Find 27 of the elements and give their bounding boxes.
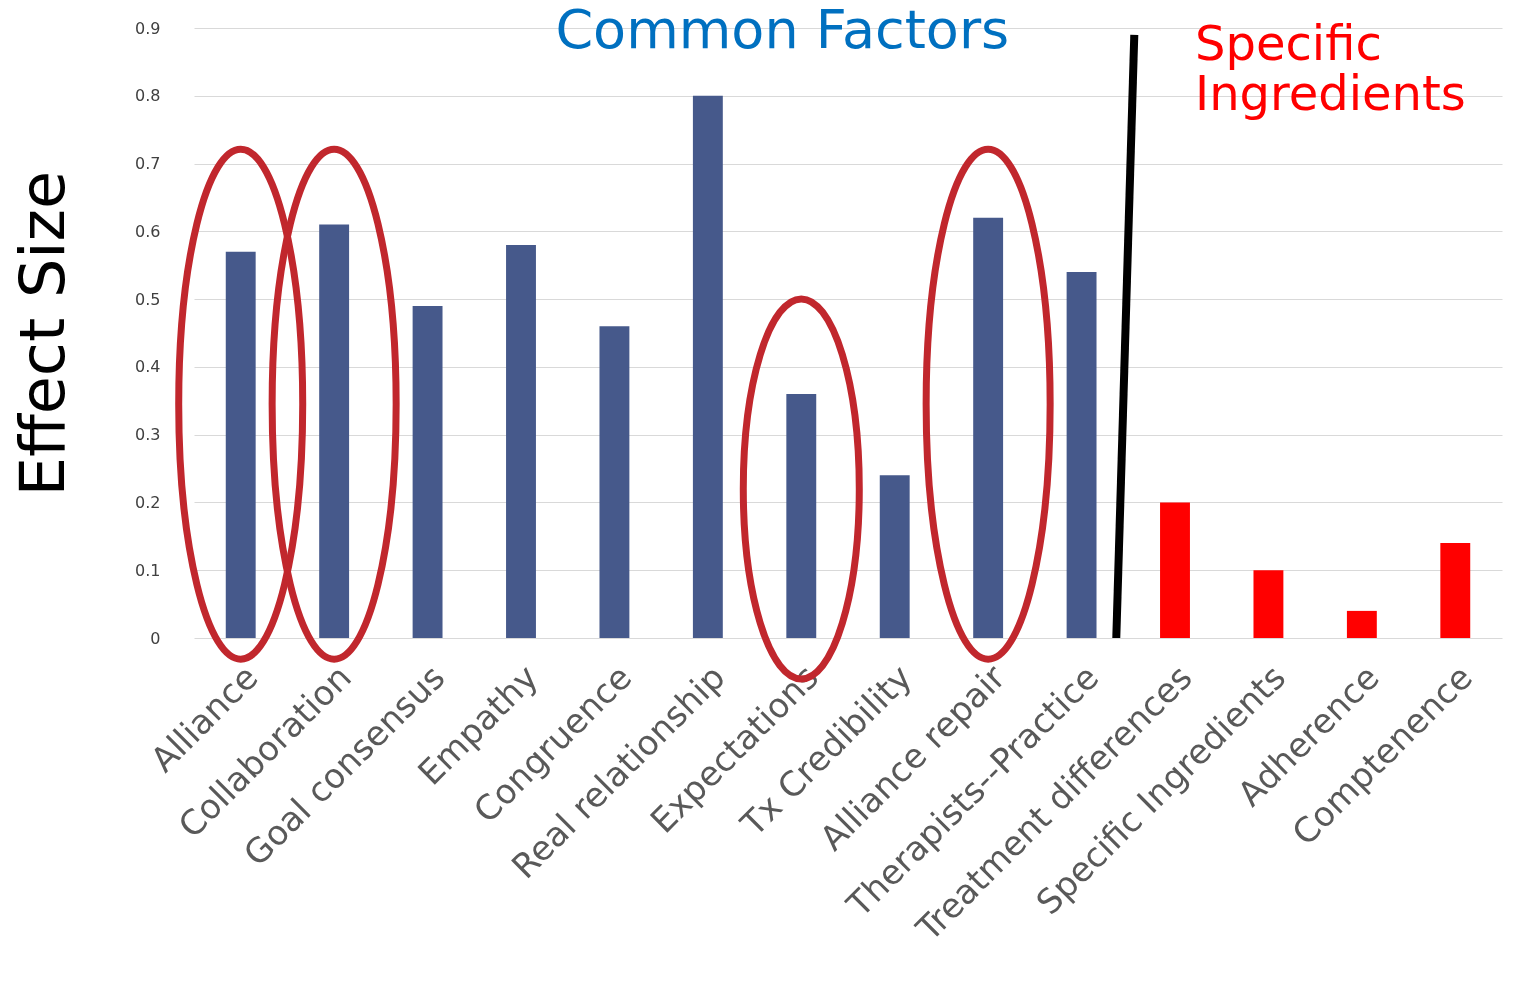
y-tick-label: 0.3 xyxy=(135,425,161,445)
bar xyxy=(786,394,817,638)
bar xyxy=(1440,543,1471,638)
bar xyxy=(506,244,536,638)
y-tick-label: 0.7 xyxy=(135,154,161,174)
y-tick-label: 0.6 xyxy=(135,221,161,241)
y-tick-label: 0.2 xyxy=(135,492,161,512)
y-tick-label: 0.5 xyxy=(135,289,161,309)
bar xyxy=(1160,502,1190,638)
y-tick-label: 0.4 xyxy=(135,357,161,377)
annotation: Specific Ingredients xyxy=(1195,15,1467,122)
annotation: Common Factors xyxy=(554,0,1011,61)
bar xyxy=(599,326,630,638)
bar xyxy=(1066,272,1097,638)
bar xyxy=(319,224,350,638)
y-tick-label: 0.9 xyxy=(135,18,161,38)
bar xyxy=(1346,610,1377,638)
bar xyxy=(412,305,443,638)
bar xyxy=(879,475,910,638)
y-tick-label: 0.1 xyxy=(135,560,161,580)
y-tick-label: 0 xyxy=(150,628,161,648)
bar xyxy=(225,251,256,638)
bar xyxy=(973,217,1004,638)
y-tick-label: 0.8 xyxy=(135,86,161,106)
bar xyxy=(1253,570,1284,638)
y-axis-title: Effect Size xyxy=(5,170,79,497)
bar xyxy=(692,95,723,638)
